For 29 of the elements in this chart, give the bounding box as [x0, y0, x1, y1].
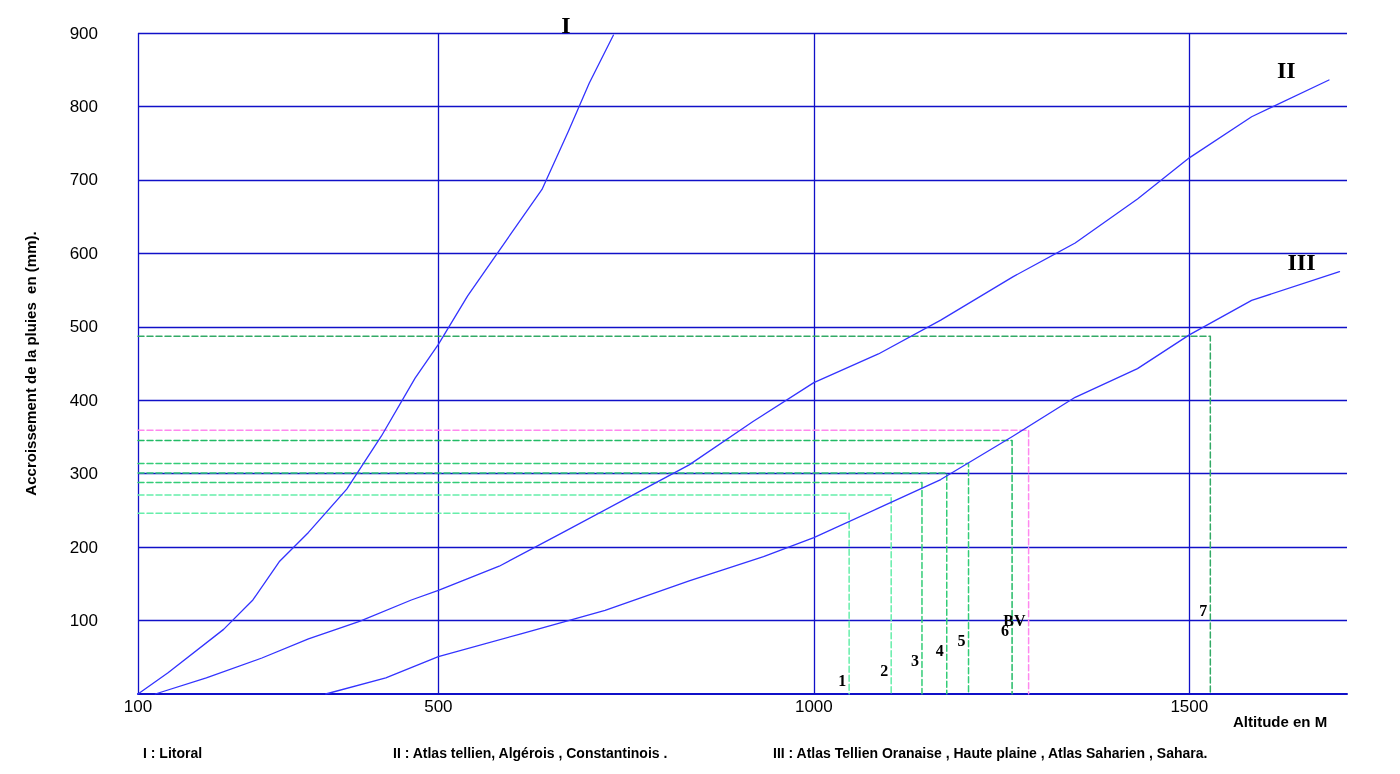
- series-label: II: [1276, 57, 1296, 83]
- text: III : Atlas Tellien Oranaise , Haute plaine , Atlas Saharien , Sahara.: [773, 745, 1208, 761]
- series-label: 4: [935, 641, 944, 659]
- series-label: III: [1287, 248, 1316, 275]
- series-label: 7: [1199, 601, 1208, 619]
- y-tick-label: 400: [69, 390, 98, 410]
- text: I : Litoral: [143, 745, 203, 761]
- y-tick-label: 200: [69, 537, 98, 557]
- x-tick-label: 500: [424, 697, 453, 716]
- x-tick-label: 1000: [794, 697, 833, 716]
- y-tick-label: 700: [69, 170, 98, 190]
- text: II : Atlas tellien, Algérois , Constantinois .: [393, 745, 668, 761]
- series-label: 5: [957, 631, 966, 649]
- y-axis-title: Accroissement de la pluies en (mm).: [22, 231, 39, 496]
- y-tick-label: 900: [69, 23, 98, 43]
- series-label: I: [561, 12, 571, 39]
- series-label: 1: [838, 671, 847, 689]
- y-tick-label: 800: [69, 96, 98, 116]
- x-axis-title: Altitude en M: [1233, 713, 1328, 730]
- x-tick-label: 1500: [1170, 697, 1209, 716]
- series-label: 3: [910, 651, 919, 669]
- y-tick-label: 500: [69, 317, 98, 337]
- y-tick-label: 300: [69, 464, 98, 484]
- line-series: [325, 271, 1341, 695]
- series-label: 2: [880, 661, 889, 679]
- y-tick-label: 600: [69, 243, 98, 263]
- y-tick-label: 100: [69, 611, 98, 631]
- line-series: [154, 79, 1330, 695]
- x-tick-label: 100: [123, 697, 153, 716]
